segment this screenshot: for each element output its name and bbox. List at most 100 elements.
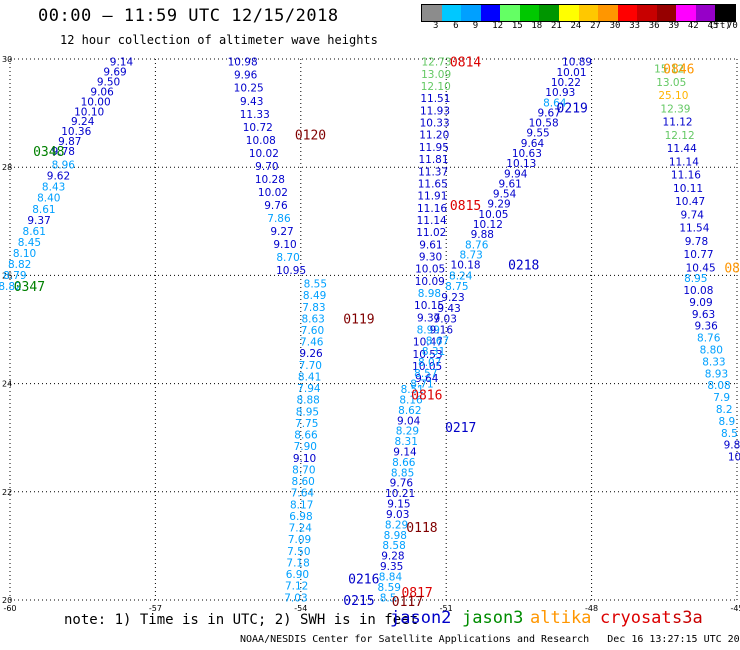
swh-value-label: 10.36 — [61, 126, 91, 138]
swh-value-label: 9.43 — [240, 96, 263, 108]
swh-value-label: 7.9 — [713, 392, 730, 404]
swh-value-label: 8.80 — [700, 345, 723, 357]
swh-value-label: 8.88 — [296, 395, 319, 407]
swh-value-label: 8.63 — [301, 313, 324, 325]
pass-time-label: 0846 — [663, 63, 694, 78]
swh-value-label: 9.61 — [419, 239, 442, 251]
swh-value-label: 10.25 — [234, 83, 264, 95]
swh-value-label: 9.43 — [437, 303, 460, 315]
swh-value-label: 10.05 — [478, 209, 508, 221]
swh-value-label: 9.29 — [487, 199, 510, 211]
swh-value-label: 8.82 — [8, 259, 31, 271]
scale-label: 39 — [668, 21, 680, 31]
swh-value-label: 13.05 — [656, 77, 686, 89]
swh-value-label: 10.58 — [529, 118, 559, 130]
swh-value-label: 8.64 — [543, 97, 567, 109]
swh-value-label: 10.45 — [686, 262, 716, 274]
swh-value-label: 9.62 — [47, 171, 70, 183]
swh-value-label: 10.47 — [675, 196, 705, 208]
swh-value-label: 11.33 — [240, 109, 270, 121]
swh-value-label: 25.10 — [658, 90, 688, 102]
scale-swatch — [695, 5, 716, 21]
swh-value-label: 8.55 — [304, 279, 327, 291]
swh-value-label: 11.16 — [417, 203, 447, 215]
swh-value-label: 8.61 — [23, 226, 46, 238]
swh-value-label: 8.98 — [384, 530, 407, 542]
scale-swatch — [578, 5, 599, 21]
swh-value-label: 9.15 — [387, 499, 410, 511]
y-tick-label: 22 — [2, 488, 12, 497]
swh-value-label: 8.16 — [399, 394, 423, 406]
swh-value-label: 11.37 — [418, 166, 448, 178]
swh-value-label: 10.28 — [255, 174, 285, 186]
swh-value-label: 11.16 — [671, 170, 701, 182]
swh-value-label: 10.63 — [512, 148, 542, 160]
swh-value-label: 9.63 — [692, 309, 715, 321]
pass-time-label: 0219 — [557, 102, 588, 117]
legend-item-cryosat: cryosat — [600, 608, 672, 628]
swh-value-label: 8.98 — [418, 288, 441, 300]
swh-value-label: 8.67 — [426, 335, 449, 347]
swh-value-label: 9.35 — [380, 561, 403, 573]
swh-value-label: 9.03 — [434, 314, 457, 326]
swh-value-label: 8.96 — [52, 159, 76, 171]
scale-label: 42 — [687, 21, 699, 31]
pass-time-label: 0217 — [445, 421, 476, 436]
swh-value-label: 9.76 — [264, 200, 288, 212]
swh-value-label: 7.46 — [300, 337, 324, 349]
legend-note: note: 1) Time is in UTC; 2) SWH is in fe… — [64, 612, 419, 628]
swh-value-label: 7.24 — [289, 523, 313, 535]
scale-swatch — [441, 5, 462, 21]
swh-value-label: 8.08 — [707, 380, 730, 392]
y-tick-label: 30 — [2, 55, 12, 64]
scale-swatch — [676, 5, 696, 21]
legend-item-jason2: jason2 — [390, 608, 452, 628]
swh-value-label: 7.94 — [297, 383, 321, 395]
swh-value-label: 10.22 — [551, 77, 581, 89]
swh-value-label: 8.79 — [3, 270, 26, 282]
scale-label: 33 — [629, 21, 641, 31]
swh-value-label: 8.62 — [398, 405, 421, 417]
swh-value-label: 9.87 — [58, 136, 81, 148]
legend-item-altika: altika — [530, 608, 592, 628]
swh-value-label: 10.05 — [415, 264, 445, 276]
y-tick-label: 28 — [2, 163, 12, 172]
swh-value-label: 12.10 — [421, 81, 451, 93]
swh-value-label: 10.95 — [276, 265, 306, 277]
swh-value-label: 10.11 — [673, 183, 703, 195]
swh-value-label: 8.31 — [422, 346, 445, 358]
y-tick-label: 24 — [2, 380, 12, 389]
swh-value-label: 9.64 — [415, 373, 439, 385]
swh-value-label: 9.09 — [689, 297, 712, 309]
scale-label: 18 — [531, 21, 543, 31]
swh-value-label: 7.86 — [267, 213, 291, 225]
swh-value-label: 8.61 — [32, 204, 55, 216]
swh-value-label: 10.98 — [228, 57, 258, 69]
swh-value-label: 9.10 — [293, 453, 316, 465]
swh-value-label: 6.90 — [286, 569, 309, 581]
swh-value-label: 8.5 — [380, 592, 397, 604]
swh-value-label: 8.45 — [18, 237, 41, 249]
footer-credit: NOAA/NESDIS Center for Satellite Applica… — [240, 634, 740, 645]
pass-time-label: 0117 — [392, 595, 423, 610]
swh-value-label: 8.41 — [298, 371, 321, 383]
swh-value-label: 10.77 — [684, 249, 714, 261]
swh-value-label: 10.00 — [81, 96, 111, 108]
swh-value-label: 9.88 — [471, 229, 494, 241]
swh-value-label: 9.37 — [27, 215, 50, 227]
swh-value-label: 10.08 — [246, 135, 276, 147]
swh-value-label: 7.90 — [294, 441, 317, 453]
swh-value-label: 8.57 — [414, 368, 437, 380]
scale-swatch — [558, 5, 579, 21]
swh-value-label: 9.67 — [537, 107, 560, 119]
swh-value-label: 8.9 — [718, 416, 735, 428]
swh-value-label: 11.54 — [679, 223, 709, 235]
scale-label: 12 — [492, 21, 504, 31]
pass-time-label: 08 — [724, 261, 740, 276]
pass-time-label: 0348 — [33, 145, 64, 160]
y-tick-label: 26 — [2, 271, 12, 280]
swh-value-label: 8.75 — [445, 281, 468, 293]
x-tick-label: -54 — [294, 604, 307, 613]
x-tick-label: -57 — [149, 604, 162, 613]
